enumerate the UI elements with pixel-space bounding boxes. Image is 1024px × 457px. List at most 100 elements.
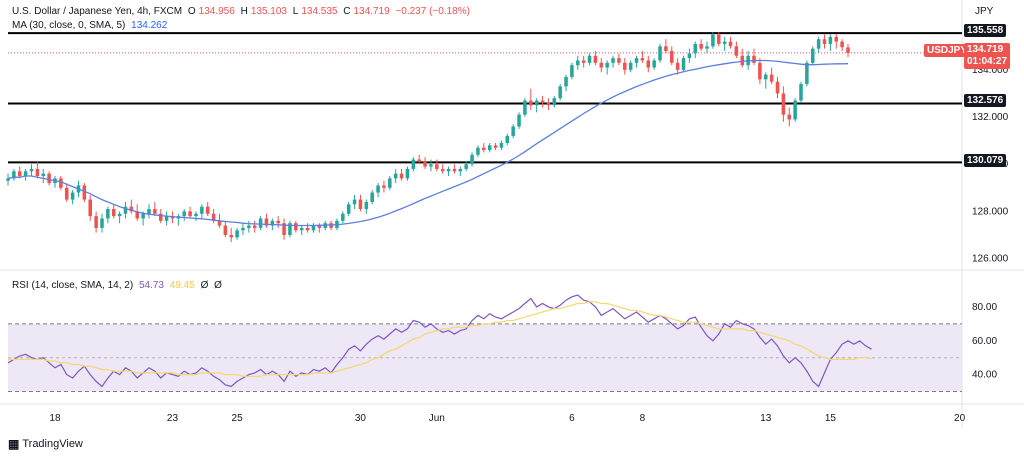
candle-body [546, 102, 551, 106]
candle-body [529, 100, 533, 106]
candle-body [288, 223, 292, 235]
candle-body [106, 209, 110, 219]
low-value: 134.535 [301, 6, 338, 17]
tradingview-logo[interactable]: ▦ TradingView [8, 437, 83, 451]
candle-body [188, 211, 192, 217]
candle-body [64, 187, 69, 200]
rsi-line [7, 294, 872, 388]
rsi-sma-line [8, 301, 872, 377]
candle-body [570, 65, 574, 77]
candle-body [235, 230, 239, 238]
brand-name: TradingView [22, 438, 83, 450]
candle-body [317, 225, 322, 228]
open-label: O [187, 6, 196, 17]
candle-body [364, 201, 369, 210]
candle-body [229, 234, 233, 238]
candle-body [264, 218, 269, 226]
candle-body [70, 192, 75, 200]
candle-body [241, 227, 245, 231]
candle-body [540, 100, 545, 103]
candle-body [164, 216, 169, 221]
candle-body [728, 41, 733, 47]
candle-body [399, 173, 404, 179]
rsi-sma-value: 49.45 [169, 280, 195, 291]
candle-body [517, 114, 521, 127]
candle-body [816, 39, 821, 49]
candle-body [12, 171, 16, 179]
candle-body [487, 145, 492, 151]
candle-body [47, 173, 51, 184]
ma-value: 134.262 [131, 20, 168, 31]
close-value: 134.719 [353, 6, 390, 17]
currency-label: JPY [975, 6, 994, 17]
tradingview-logo-icon: ▦ [8, 437, 19, 451]
rsi-value: 54.73 [138, 280, 164, 291]
time-tick-label: 18 [49, 413, 61, 424]
close-label: C [343, 6, 351, 17]
candle-body [200, 206, 204, 214]
candle-body [611, 58, 615, 63]
candle-body [717, 34, 721, 44]
time-tick-label: 8 [640, 413, 646, 424]
candle-body [658, 46, 662, 61]
candle-body [523, 100, 527, 115]
candle-body [382, 185, 386, 188]
candle-body [564, 76, 568, 87]
candle-body [117, 213, 122, 217]
candle-body [100, 218, 104, 228]
candle-body [423, 161, 427, 167]
ma-label: MA (30, close, 0, SMA, 5) [12, 20, 126, 31]
rsi-tick-label: 80.00 [972, 302, 997, 313]
candle-body [511, 126, 515, 136]
time-tick-label: 6 [569, 413, 575, 424]
ma-legend[interactable]: MA (30, close, 0, SMA, 5) 134.262 [12, 20, 170, 31]
candle-body [376, 185, 380, 193]
rsi-extra-2: Ø [214, 280, 222, 291]
candle-body [617, 58, 621, 63]
candle-body [822, 39, 827, 44]
candle-body [664, 46, 668, 52]
rsi-legend[interactable]: RSI (14, close, SMA, 14, 2) 54.73 49.45 … [12, 280, 225, 291]
level-tag-3: 130.079 [964, 154, 1007, 167]
candle-body [305, 227, 310, 231]
candle-body [711, 34, 715, 47]
candle-body [88, 199, 92, 217]
candle-body [670, 51, 674, 63]
candle-body [29, 168, 34, 172]
time-tick-label: 30 [355, 413, 367, 424]
candle-body [769, 74, 774, 82]
candle-body [805, 62, 809, 85]
candle-body [141, 213, 145, 219]
price-tick-label: 126.000 [972, 254, 1009, 265]
candle-body [129, 206, 134, 212]
candle-body [675, 62, 680, 70]
candle-body [640, 58, 645, 61]
rsi-band [8, 323, 962, 392]
low-label: L [292, 6, 299, 17]
candle-body [435, 164, 439, 169]
high-value: 135.103 [250, 6, 287, 17]
candle-body [828, 36, 833, 44]
countdown-value: 01:04:27 [967, 56, 1008, 67]
level-tag-2: 132.576 [964, 94, 1007, 107]
candle-body [346, 204, 351, 214]
candle-body [311, 225, 316, 231]
candle-body [135, 211, 139, 219]
candle-body [752, 55, 756, 63]
candle-body [123, 206, 128, 214]
candle-body [147, 209, 151, 214]
price-tick-label: 132.000 [972, 112, 1009, 123]
candle-body [576, 60, 580, 66]
candle-body [247, 225, 251, 228]
last-price-tag: 134.719 01:04:27 [964, 43, 1011, 69]
candle-body [205, 206, 210, 214]
candle-body [258, 218, 263, 228]
candle-body [558, 86, 562, 99]
level-tag-1: 135.558 [964, 24, 1007, 37]
candle-body [352, 199, 357, 205]
candle-body [170, 216, 175, 219]
candle-body [211, 213, 216, 221]
candle-body [593, 55, 598, 63]
candle-body [17, 171, 22, 177]
